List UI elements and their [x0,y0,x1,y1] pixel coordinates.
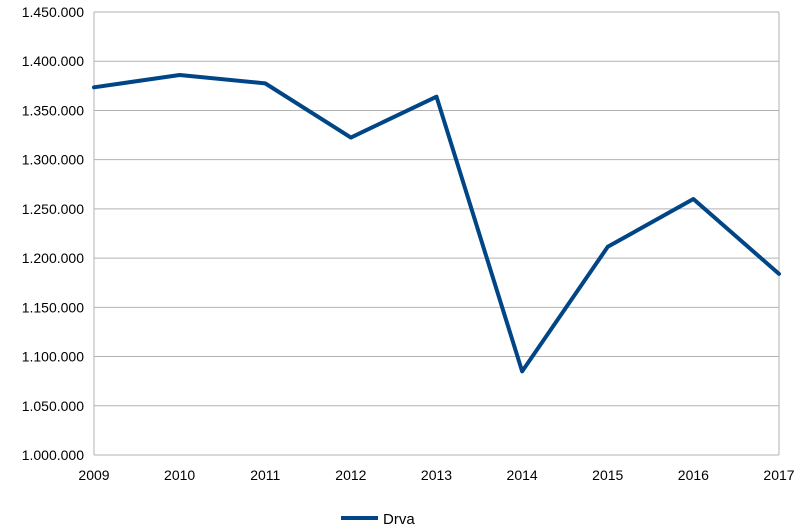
x-tick-label: 2013 [421,467,452,483]
x-tick-label: 2010 [164,467,195,483]
legend: Drva [341,511,415,528]
y-axis-tick-labels: 1.000.000 1.050.000 1.100.000 1.150.000 1.20… [22,4,84,463]
x-tick-label: 2009 [78,467,109,483]
legend-label-drva: Drva [383,511,415,528]
series-lines [92,73,781,374]
y-tick-label: 1.000.000 [22,447,84,463]
x-tick-label: 2016 [678,467,709,483]
series-line [92,73,781,374]
y-tick-label: 1.350.000 [22,102,84,118]
x-tick-label: 2011 [250,467,280,483]
x-tick-label: 2015 [592,467,623,483]
y-tick-label: 1.300.000 [22,152,84,168]
x-tick-label: 2017 [763,467,794,483]
x-tick-label: 2014 [507,467,538,483]
y-tick-label: 1.050.000 [22,398,84,414]
y-tick-label: 1.200.000 [22,250,84,266]
y-tick-label: 1.250.000 [22,201,84,217]
x-tick-label: 2012 [335,467,366,483]
y-tick-label: 1.400.000 [22,53,84,69]
x-axis-tick-labels: 2009 2010 2011 2012 2013 2014 2015 2016 2017 [78,467,794,483]
y-tick-label: 1.100.000 [22,349,84,365]
y-tick-label: 1.150.000 [22,299,84,315]
y-tick-label: 1.450.000 [22,4,84,20]
